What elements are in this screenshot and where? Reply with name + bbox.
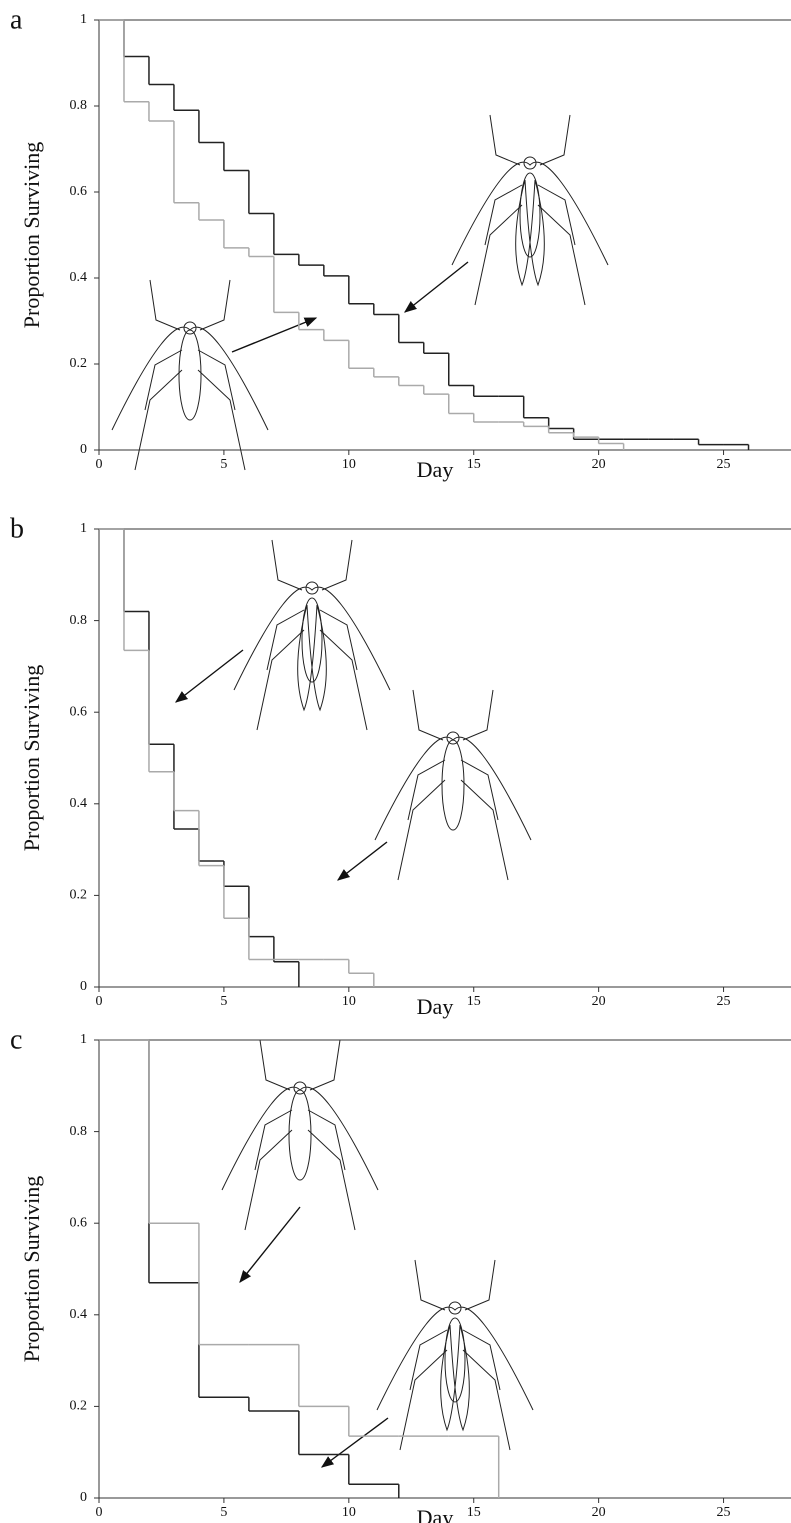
x-tick-label: 25 <box>717 994 731 1009</box>
x-tick-label: 10 <box>342 457 356 472</box>
x-axis-label: Day <box>417 1505 454 1523</box>
x-tick-label: 15 <box>467 994 481 1009</box>
y-axis-label: Proportion Surviving <box>19 1176 44 1362</box>
y-tick-label: 1 <box>80 521 87 536</box>
y-tick-label: 0.4 <box>70 796 88 811</box>
x-tick-label: 25 <box>717 457 731 472</box>
y-tick-label: 0.2 <box>70 356 88 371</box>
y-tick-label: 0.2 <box>70 888 88 903</box>
y-tick-label: 0 <box>80 979 87 994</box>
x-tick-label: 5 <box>220 1505 227 1520</box>
y-tick-label: 0.4 <box>70 270 88 285</box>
panel-label: c <box>10 1024 22 1055</box>
y-tick-label: 0 <box>80 442 87 457</box>
y-axis-label: Proportion Surviving <box>19 142 44 328</box>
x-tick-label: 15 <box>467 1505 481 1520</box>
y-tick-label: 1 <box>80 1032 87 1047</box>
x-tick-label: 5 <box>220 994 227 1009</box>
illustrations <box>112 115 608 1467</box>
x-tick-label: 0 <box>96 1505 103 1520</box>
x-tick-label: 15 <box>467 457 481 472</box>
y-tick-label: 0.2 <box>70 1399 88 1414</box>
x-tick-label: 10 <box>342 994 356 1009</box>
y-tick-label: 0.8 <box>70 613 88 628</box>
y-axis-label: Proportion Surviving <box>19 665 44 851</box>
x-tick-label: 20 <box>592 457 606 472</box>
figure: 00.20.40.60.810510152025DayProportion Su… <box>0 0 791 1523</box>
x-tick-label: 10 <box>342 1505 356 1520</box>
y-tick-label: 0.6 <box>70 184 88 199</box>
y-tick-label: 0.8 <box>70 98 88 113</box>
x-axis-label: Day <box>417 994 454 1019</box>
y-tick-label: 1 <box>80 12 87 27</box>
x-tick-label: 25 <box>717 1505 731 1520</box>
x-tick-label: 20 <box>592 1505 606 1520</box>
panel-label: a <box>10 4 23 35</box>
y-tick-label: 0.6 <box>70 704 88 719</box>
y-tick-label: 0.8 <box>70 1124 88 1139</box>
y-tick-label: 0.6 <box>70 1215 88 1230</box>
x-tick-label: 0 <box>96 457 103 472</box>
x-axis-label: Day <box>417 457 454 482</box>
x-tick-label: 20 <box>592 994 606 1009</box>
x-tick-label: 5 <box>220 457 227 472</box>
y-tick-label: 0 <box>80 1490 87 1505</box>
y-tick-label: 0.4 <box>70 1307 88 1322</box>
x-tick-label: 0 <box>96 994 103 1009</box>
panel-label: b <box>10 513 24 544</box>
